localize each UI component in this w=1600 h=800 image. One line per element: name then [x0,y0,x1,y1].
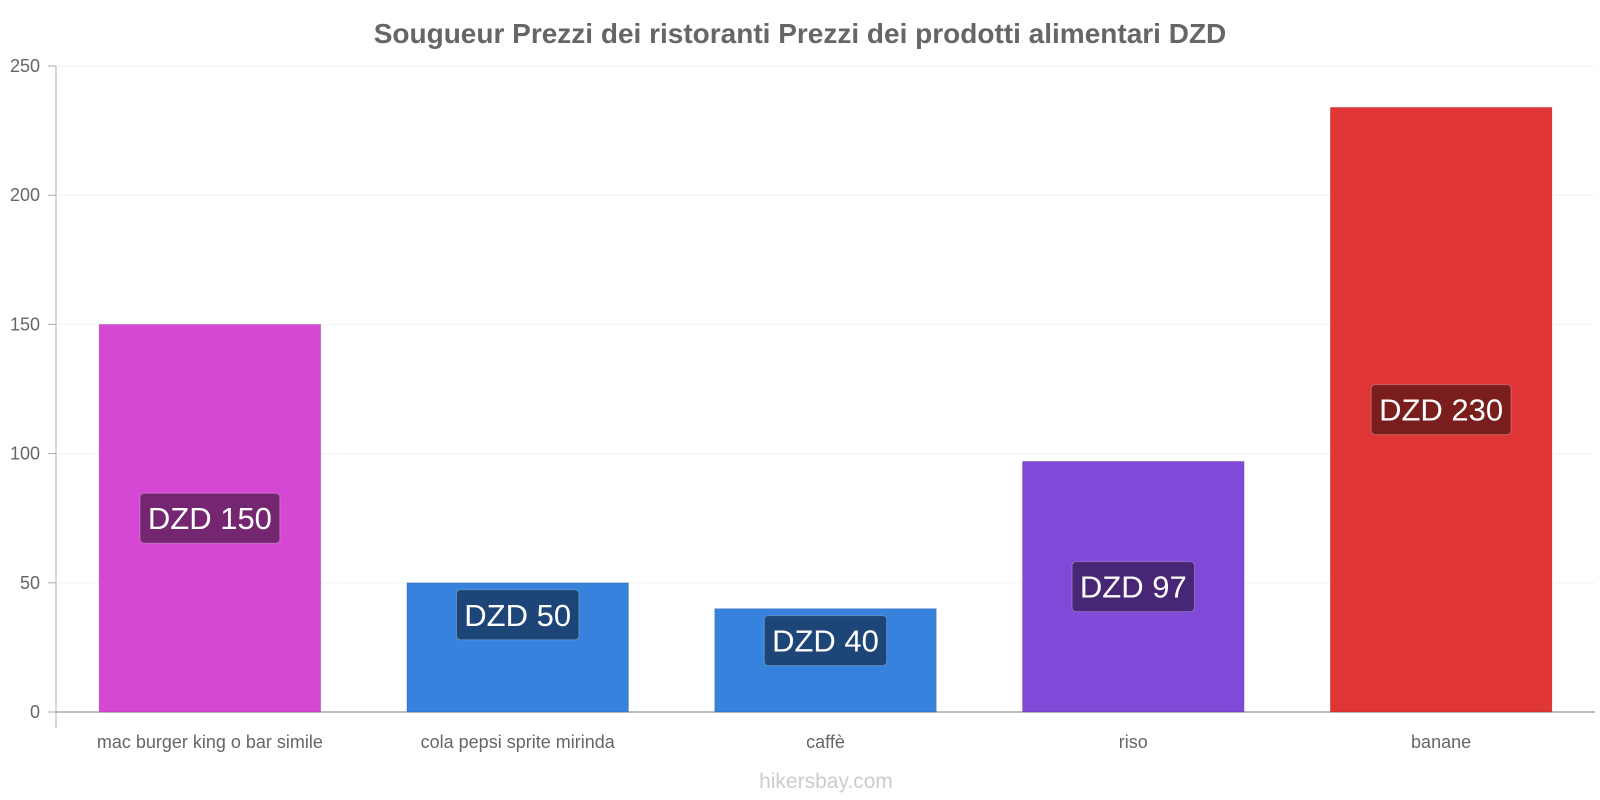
y-tick-label: 200 [10,185,40,205]
data-label: DZD 50 [464,598,571,633]
data-label-badge [139,492,281,544]
x-tick-label: riso [1119,732,1148,752]
data-label: DZD 97 [1080,570,1187,605]
data-label: DZD 150 [148,501,272,536]
x-tick-label: caffè [806,732,845,752]
y-axis-ticks: 0 50 100 150 200 250 [10,56,56,722]
y-tick-label: 50 [20,573,40,593]
y-tick-label: 0 [30,702,40,722]
data-label-badge [1071,561,1195,613]
data-label: DZD 40 [772,624,879,659]
data-label-badge [763,615,888,667]
x-tick-label: cola pepsi sprite mirinda [421,732,616,752]
x-axis-ticks: mac burger king o bar simile cola pepsi s… [97,732,1471,752]
data-label-badge [1370,384,1512,436]
y-tick-label: 250 [10,56,40,76]
chart-title: Sougueur Prezzi dei ristoranti Prezzi de… [374,18,1227,49]
data-label: DZD 230 [1379,393,1503,428]
y-tick-label: 150 [10,314,40,334]
data-labels: DZD 150 DZD 50 DZD 40 DZD 97 DZD 230 [139,384,1512,667]
x-tick-label: banane [1411,732,1471,752]
source-watermark: hikersbay.com [759,770,893,793]
x-tick-label: mac burger king o bar simile [97,732,323,752]
y-tick-label: 100 [10,444,40,464]
data-label-badge [456,589,580,641]
